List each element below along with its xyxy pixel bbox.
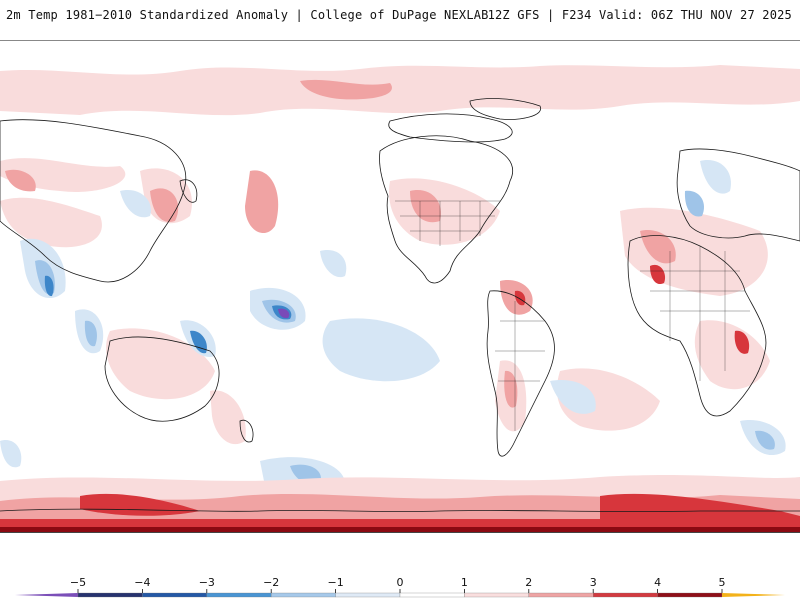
colorbar-tick-label: 2: [525, 576, 533, 589]
europe-outline: [676, 148, 800, 242]
arctic-islands-outline: [388, 113, 513, 143]
antarctica-outline: [0, 508, 800, 512]
colorbar-tick-label: −5: [69, 576, 87, 589]
colorbar-segments: [15, 592, 785, 598]
colorbar-tick-label: 5: [718, 576, 726, 589]
ocean-background: [0, 41, 800, 532]
colorbar-svg: [15, 589, 785, 598]
colorbar-high-cap: [722, 593, 785, 597]
colorbar-tick-label: 0: [396, 576, 404, 589]
colorbar-segment: [271, 592, 336, 598]
anomaly-field-south: [0, 475, 800, 532]
colorbar-tick-label: −4: [134, 576, 151, 589]
colorbar-tick-label: −2: [263, 576, 280, 589]
political-borders: [395, 200, 750, 431]
colorbar-segment: [335, 592, 401, 598]
north-america-outline: [379, 135, 513, 284]
colorbar-segment: [528, 592, 594, 598]
coastlines: [0, 98, 800, 512]
colorbar-tick-label: 1: [460, 576, 468, 589]
colorbar-segment: [657, 592, 723, 598]
map-title: 2m Temp 1981−2010 Standardized Anomaly |…: [6, 8, 489, 22]
model-run-info: 12Z GFS | F234 Valid: 06Z THU NOV 27 202…: [487, 8, 792, 22]
colorbar: −5 −4 −3 −2 −1 0 1 2 3 4 5: [0, 560, 800, 600]
colorbar-ticks: [77, 589, 723, 593]
greenland-outline: [469, 98, 541, 120]
africa-outline: [627, 235, 767, 417]
colorbar-tick-label: 4: [654, 576, 662, 589]
colorbar-low-cap: [15, 593, 78, 597]
colorbar-tick-label: −1: [327, 576, 344, 589]
colorbar-segment: [399, 592, 465, 598]
colorbar-tick-label: −3: [198, 576, 215, 589]
asia-outline: [0, 119, 187, 283]
colorbar-segment: [77, 592, 143, 598]
colorbar-segment: [206, 592, 272, 598]
new-zealand-outline: [239, 419, 254, 443]
colorbar-tick-label: 3: [589, 576, 597, 589]
anomaly-map[interactable]: [0, 41, 800, 533]
title-bar: 2m Temp 1981−2010 Standardized Anomaly |…: [0, 0, 800, 41]
colorbar-segment: [142, 592, 207, 598]
world-map-svg: [0, 41, 800, 532]
colorbar-segment: [464, 592, 529, 598]
anomaly-field-north: [0, 65, 800, 445]
australia-outline: [104, 336, 220, 422]
japan-outline: [179, 179, 198, 203]
colorbar-segment: [593, 592, 658, 598]
south-america-outline: [486, 290, 555, 457]
